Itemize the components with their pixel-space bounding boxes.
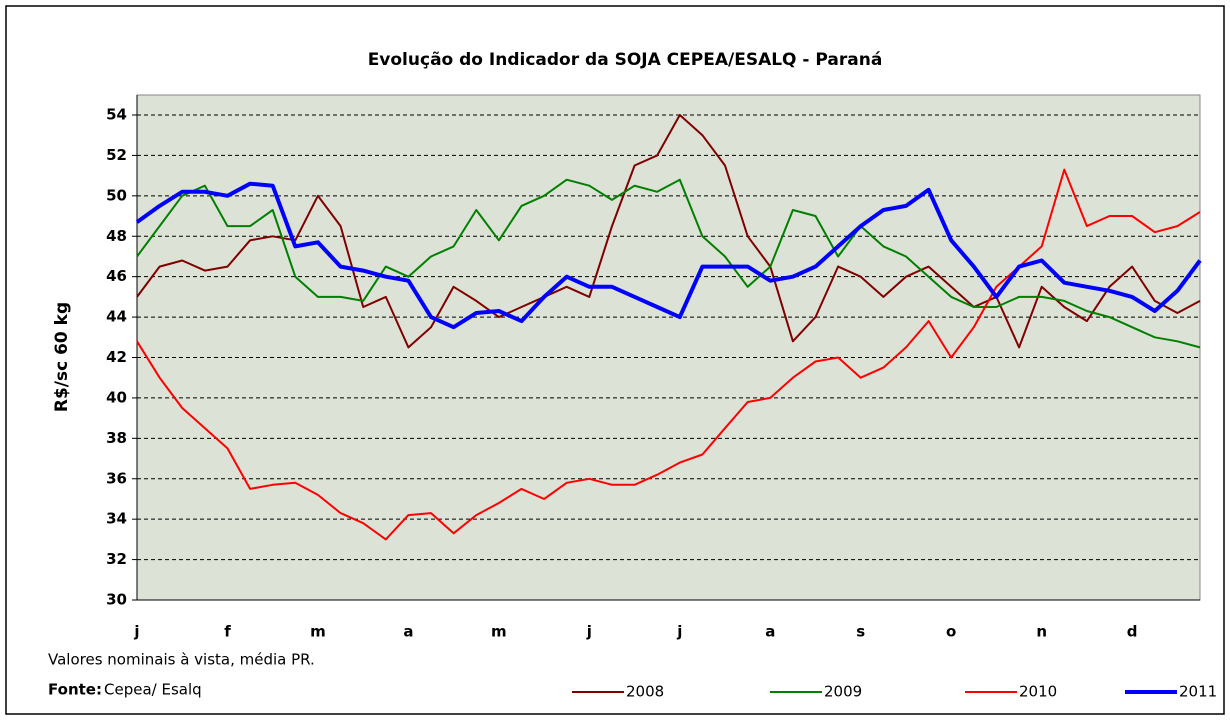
x-tick-label: j [586,623,592,641]
series-line [136,168,1201,541]
y-tick-label: 42 [106,348,127,366]
y-tick-label: 34 [106,510,127,528]
y-tick-label: 54 [106,106,127,124]
y-tick-label: 48 [106,227,127,245]
note: Valores nominais à vista, média PR. [48,651,315,669]
y-tick-label: 32 [106,550,127,568]
legend-label: 2009 [824,683,862,701]
y-tick-label: 30 [106,591,127,609]
x-tick-label: m [491,623,507,641]
x-tick-label: n [1036,623,1047,641]
y-tick-label: 40 [106,388,127,406]
y-tick-label: 44 [106,308,127,326]
series-line [136,114,1201,349]
y-tick-label: 46 [106,267,127,285]
x-tick-label: d [1127,623,1138,641]
x-tick-label: a [403,623,413,641]
x-tick-label: j [676,623,682,641]
series-line [136,178,1201,349]
y-tick-label: 38 [106,429,127,447]
x-tick-label: j [133,623,139,641]
x-tick-label: s [856,623,865,641]
legend-label: 2008 [626,683,664,701]
legend-label: 2010 [1019,683,1057,701]
chart-title: Evolução do Indicador da SOJA CEPEA/ESAL… [368,50,883,70]
source: Cepea/ Esalq [104,681,202,699]
legend-label: 2011 [1179,683,1217,701]
y-tick-label: 50 [106,186,127,204]
series-line [135,181,1202,330]
y-tick-label: 52 [106,146,127,164]
source-label: Fonte: [48,681,102,699]
x-tick-label: o [946,623,956,641]
x-tick-label: m [310,623,326,641]
plot-area [136,94,1201,601]
x-tick-label: f [224,623,231,641]
y-tick-label: 36 [106,469,127,487]
x-tick-label: a [765,623,775,641]
y-axis-label: R$/sc 60 kg [52,302,72,412]
